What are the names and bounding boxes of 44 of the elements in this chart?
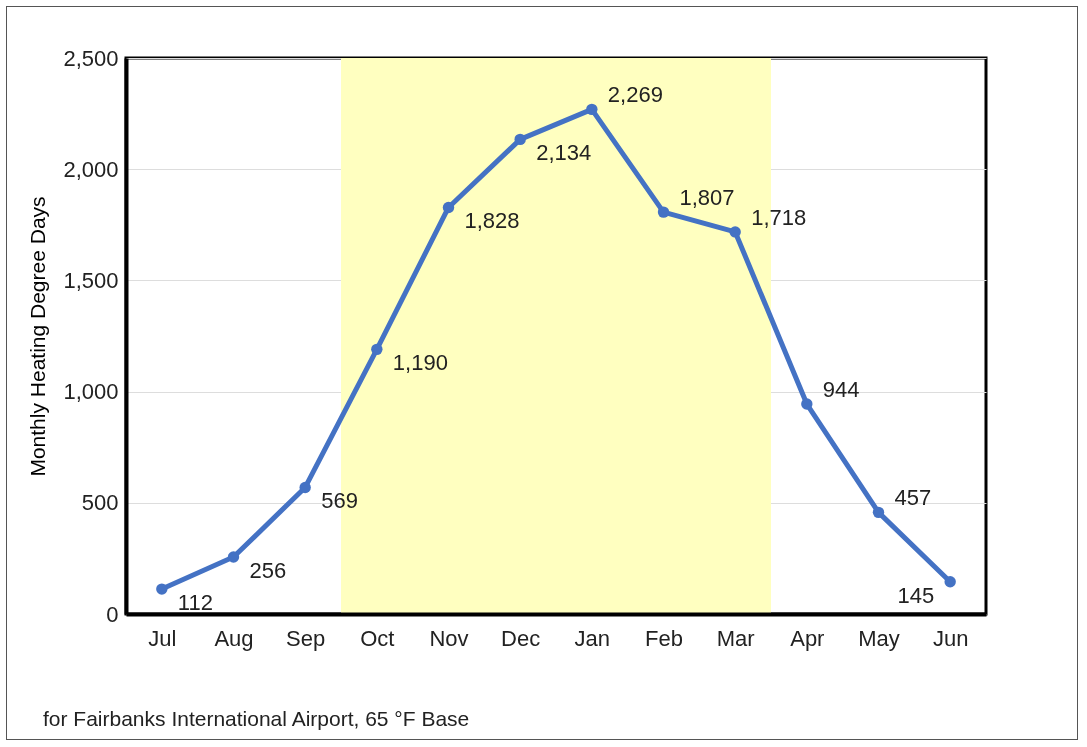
- data-label: 457: [894, 485, 932, 511]
- data-label: 1,718: [751, 204, 807, 230]
- x-tick-label: Oct: [360, 625, 395, 651]
- point: [872, 506, 885, 519]
- data-label: 944: [822, 377, 860, 403]
- point: [657, 206, 670, 218]
- x-tick-label: Jan: [574, 625, 611, 651]
- x-tick-label: May: [858, 625, 900, 651]
- point: [729, 226, 741, 238]
- y-tick-label: 2,000: [63, 156, 119, 182]
- x-tick-label: Jun: [932, 625, 969, 651]
- x-tick-label: Sep: [286, 625, 326, 651]
- x-tick-label: Mar: [716, 625, 755, 651]
- text: for Fairbanks International Airport, 65 °F Base: [43, 707, 470, 731]
- data-label: 1,828: [464, 208, 520, 234]
- x-tick-label: Jul: [148, 625, 177, 651]
- point: [442, 201, 455, 214]
- x-tick-label: Dec: [501, 625, 541, 651]
- x-tick-label: Apr: [790, 625, 825, 651]
- point: [801, 398, 813, 410]
- point: [227, 551, 240, 563]
- x-tick-label: Aug: [214, 625, 254, 651]
- y-tick-label: 2,500: [63, 45, 119, 71]
- data-label: 256: [249, 558, 287, 584]
- y-axis-title: Monthly Heating Degree Days: [26, 196, 50, 477]
- y-tick-label: 1,000: [63, 379, 119, 405]
- data-label: 112: [177, 590, 213, 616]
- point: [586, 103, 598, 116]
- point: [944, 576, 956, 588]
- x-tick-label: Nov: [429, 625, 469, 651]
- data-label: 2,134: [536, 140, 592, 166]
- data-label: 2,269: [607, 82, 663, 108]
- point: [299, 481, 311, 494]
- point: [371, 343, 383, 356]
- x-tick-label: Feb: [645, 625, 683, 651]
- data-label: 1,807: [679, 185, 735, 211]
- y-tick-label: 1,500: [63, 267, 119, 293]
- point: [156, 583, 168, 595]
- data-label: 569: [321, 488, 358, 514]
- y-tick-label: 500: [81, 490, 119, 516]
- data-label: 145: [897, 582, 935, 608]
- point: [514, 133, 526, 146]
- y-tick-label: 0: [106, 601, 119, 627]
- data-label: 1,190: [392, 350, 448, 376]
